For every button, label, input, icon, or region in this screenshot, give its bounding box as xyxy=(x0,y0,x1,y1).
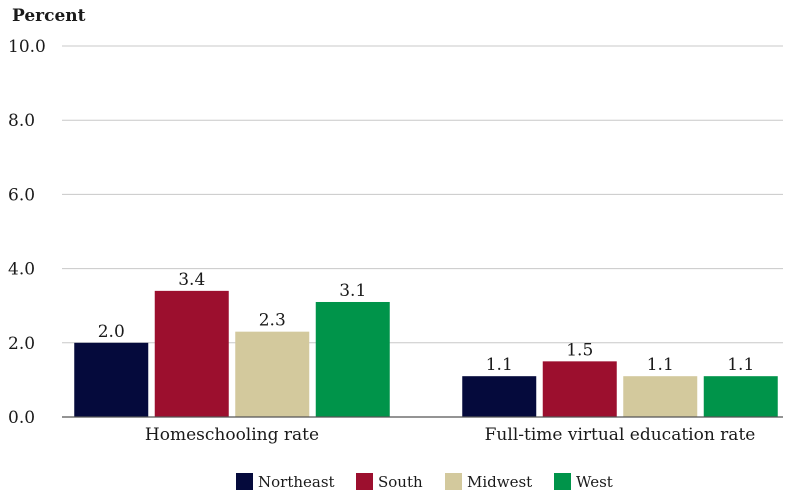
legend-label: Midwest xyxy=(467,473,532,491)
data-label: 1.1 xyxy=(727,355,754,375)
legend-swatch xyxy=(356,473,373,490)
y-tick-label: 6.0 xyxy=(8,185,35,205)
data-label: 2.0 xyxy=(98,322,125,342)
bar-west-0 xyxy=(315,301,390,417)
legend-swatch xyxy=(445,473,462,490)
y-tick-labels: 0.0 2.0 4.0 6.0 8.0 10.0 xyxy=(8,37,46,428)
bar-northeast-0 xyxy=(74,342,149,417)
legend-item-midwest: Midwest xyxy=(445,473,532,491)
category-label: Homeschooling rate xyxy=(145,425,319,445)
data-label: 2.3 xyxy=(259,311,286,331)
bar-northeast-1 xyxy=(462,376,537,417)
legend-label: South xyxy=(378,473,423,491)
y-tick-label: 0.0 xyxy=(8,408,35,428)
legend-item-west: West xyxy=(554,473,613,491)
gridlines xyxy=(62,45,783,344)
y-tick-label: 4.0 xyxy=(8,260,35,280)
legend-item-northeast: Northeast xyxy=(236,473,335,491)
data-labels: 2.0 3.4 2.3 3.1 1.1 1.5 1.1 1.1 xyxy=(98,270,755,375)
data-label: 1.5 xyxy=(566,340,593,360)
y-tick-label: 8.0 xyxy=(8,111,35,131)
bar-south-1 xyxy=(542,361,617,417)
bar-midwest-1 xyxy=(623,376,698,417)
legend-label: Northeast xyxy=(258,473,335,491)
bars xyxy=(74,290,778,417)
bar-south-0 xyxy=(154,290,229,417)
category-label: Full-time virtual education rate xyxy=(485,425,756,445)
legend-swatch xyxy=(236,473,253,490)
data-label: 1.1 xyxy=(647,355,674,375)
legend-label: West xyxy=(576,473,613,491)
data-label: 3.1 xyxy=(339,281,366,301)
legend-swatch xyxy=(554,473,571,490)
y-axis-label: Percent xyxy=(12,6,86,26)
legend-item-south: South xyxy=(356,473,423,491)
y-tick-label: 2.0 xyxy=(8,334,35,354)
data-label: 3.4 xyxy=(178,270,205,290)
bar-west-1 xyxy=(703,376,778,417)
data-label: 1.1 xyxy=(486,355,513,375)
category-labels: Homeschooling rate Full-time virtual educ… xyxy=(145,425,755,445)
legend: Northeast South Midwest West xyxy=(236,473,613,491)
y-tick-label: 10.0 xyxy=(8,37,46,57)
bar-midwest-0 xyxy=(235,331,310,417)
